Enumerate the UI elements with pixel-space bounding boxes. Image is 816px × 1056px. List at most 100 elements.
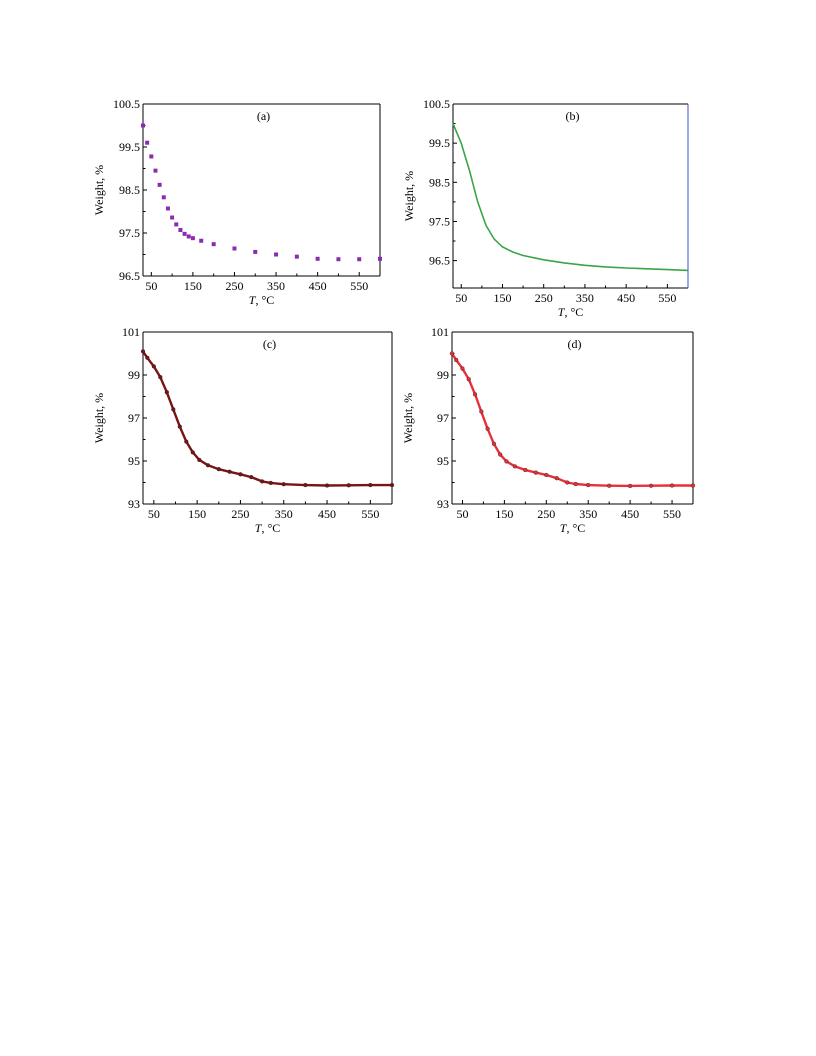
y-tick-label: 96.5: [119, 269, 140, 283]
data-point: [303, 482, 308, 488]
data-point: [216, 467, 221, 472]
data-point: [586, 482, 591, 488]
data-point: [460, 366, 465, 371]
y-tick-label: 101: [122, 325, 140, 339]
data-point: [554, 476, 559, 481]
y-tick-label: 95: [128, 454, 140, 468]
x-tick-label: 450: [309, 279, 327, 293]
x-tick-label: 550: [350, 279, 368, 293]
data-point: [368, 482, 373, 488]
x-tick-label: 250: [225, 279, 243, 293]
panel-label: (c): [263, 337, 276, 351]
x-tick-label: 550: [663, 507, 681, 521]
data-point: [177, 424, 182, 429]
data-point: [357, 257, 362, 262]
data-point: [690, 483, 696, 488]
data-point: [449, 351, 455, 356]
y-tick-label: 93: [437, 497, 449, 511]
panel-label: (b): [566, 109, 580, 123]
x-tick-label: 350: [275, 507, 293, 521]
x-axis-label: T, °C: [249, 293, 275, 307]
x-tick-label: 250: [537, 507, 555, 521]
data-point: [523, 467, 528, 473]
data-point: [153, 168, 158, 173]
chart-panel-1: 50 150 250 350 450 550 96.5 97.5 98.5 99.5 100.5 T,…: [92, 97, 382, 307]
data-point: [544, 472, 549, 478]
data-point: [238, 472, 243, 477]
data-point: [628, 483, 633, 489]
data-point: [184, 439, 189, 444]
data-point: [533, 470, 538, 475]
data-point: [315, 256, 320, 261]
y-tick-label: 100.5: [113, 97, 140, 111]
x-axis-label: T, °C: [560, 521, 586, 535]
data-point: [140, 349, 146, 354]
x-tick-label: 350: [267, 279, 285, 293]
y-tick-label: 96.5: [429, 254, 450, 268]
panel-label: (a): [257, 109, 270, 123]
x-tick-label: 150: [493, 291, 511, 305]
panel-label: (d): [568, 337, 582, 351]
x-axis-label: T, °C: [558, 305, 584, 319]
y-axis-label: Weight, %: [402, 171, 416, 221]
y-axis-label: Weight, %: [401, 393, 415, 443]
data-point: [498, 452, 503, 457]
x-tick-label: 50: [145, 279, 157, 293]
data-point: [249, 475, 254, 480]
data-point: [171, 407, 176, 412]
y-axis-label: Weight, %: [92, 393, 106, 443]
series-line: [452, 123, 689, 272]
data-point: [227, 469, 232, 474]
y-tick-label: 98.5: [119, 183, 140, 197]
x-tick-label: 150: [495, 507, 513, 521]
data-point: [253, 249, 258, 254]
data-point: [669, 483, 675, 488]
x-axis-label-unit: , °C: [566, 521, 585, 535]
x-axis-label-symbol: T: [560, 521, 568, 535]
y-tick-label: 99.5: [429, 136, 450, 150]
x-tick-label: 350: [576, 291, 594, 305]
data-point: [157, 182, 162, 187]
x-tick-label: 50: [455, 291, 467, 305]
y-tick-label: 97.5: [119, 226, 140, 240]
x-tick-label: 450: [617, 291, 635, 305]
data-point: [294, 254, 299, 259]
x-tick-label: 450: [318, 507, 336, 521]
data-point: [186, 234, 191, 239]
data-point: [259, 479, 265, 484]
chart-panel-2: 50 150 250 350 450 550 96.5 97.5 98.5 99.5 100.5 T,…: [402, 97, 689, 319]
y-tick-label: 99: [437, 368, 449, 382]
data-point: [178, 227, 183, 232]
x-axis-label-unit: , °C: [564, 305, 583, 319]
data-point: [512, 464, 517, 469]
x-tick-label: 250: [231, 507, 249, 521]
series-line: [450, 352, 693, 488]
data-point: [151, 364, 156, 369]
chart-panel-3: 50 150 250 350 450 550 93 95 97 99 101 T, °C Weight,…: [92, 325, 395, 535]
y-tick-label: 101: [431, 325, 449, 339]
data-point: [336, 257, 341, 262]
data-point: [199, 238, 204, 243]
y-tick-label: 97.5: [429, 214, 450, 228]
data-point: [485, 426, 490, 431]
data-point: [378, 256, 382, 261]
data-point: [491, 441, 497, 446]
data-point: [145, 355, 150, 360]
x-tick-label: 50: [456, 507, 468, 521]
y-tick-label: 93: [128, 497, 140, 511]
data-point: [472, 392, 478, 397]
x-axis-label-unit: , °C: [255, 293, 274, 307]
data-point: [346, 483, 351, 488]
data-point: [170, 215, 175, 220]
data-point: [466, 377, 471, 382]
data-point: [274, 252, 279, 257]
x-tick-label: 550: [658, 291, 676, 305]
data-point: [232, 246, 237, 251]
data-point: [648, 483, 654, 488]
y-tick-label: 98.5: [429, 175, 450, 189]
x-tick-label: 50: [148, 507, 160, 521]
x-axis-label-symbol: T: [558, 305, 566, 319]
data-point: [182, 231, 187, 236]
data-point: [211, 242, 216, 247]
